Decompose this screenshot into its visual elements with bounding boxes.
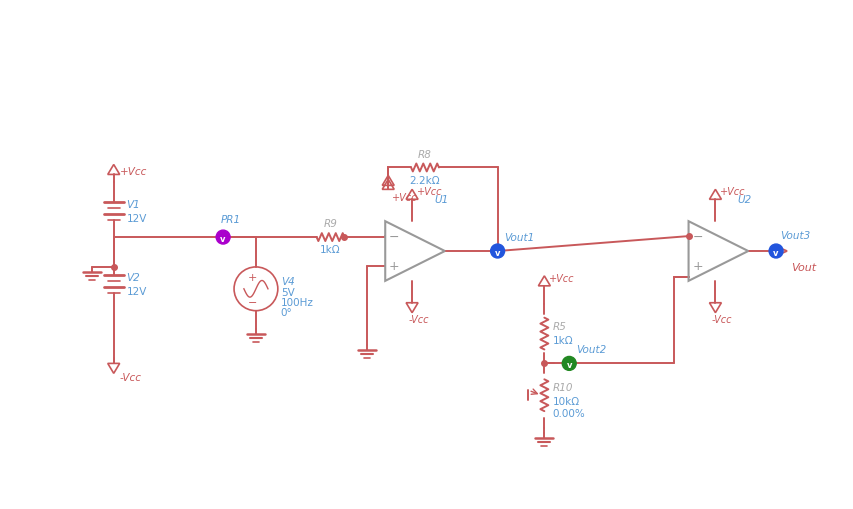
- Text: -Vcc: -Vcc: [711, 314, 731, 324]
- Text: v: v: [220, 234, 225, 243]
- Text: v: v: [494, 248, 500, 257]
- Text: +: +: [388, 260, 399, 273]
- Text: +Vcc: +Vcc: [720, 187, 745, 197]
- Text: 10kΩ: 10kΩ: [552, 397, 578, 406]
- Text: −: −: [248, 297, 258, 307]
- Text: 1kΩ: 1kΩ: [552, 335, 572, 345]
- Text: R10: R10: [552, 383, 572, 392]
- Text: 5V: 5V: [281, 287, 294, 297]
- Circle shape: [490, 244, 504, 259]
- Text: v: v: [773, 248, 778, 257]
- Text: -Vcc: -Vcc: [408, 314, 428, 324]
- Text: 12V: 12V: [126, 214, 147, 224]
- Text: R9: R9: [323, 219, 337, 229]
- Text: 1kΩ: 1kΩ: [320, 244, 340, 254]
- Text: R8: R8: [418, 149, 432, 159]
- Text: R5: R5: [552, 321, 566, 331]
- Text: Vout: Vout: [790, 263, 815, 272]
- Text: 2.2kΩ: 2.2kΩ: [409, 176, 440, 186]
- Text: 0.00%: 0.00%: [552, 408, 584, 418]
- Circle shape: [769, 244, 782, 259]
- Text: Vout2: Vout2: [576, 345, 606, 355]
- Text: −: −: [692, 230, 702, 243]
- Text: +: +: [248, 272, 258, 282]
- Text: U2: U2: [736, 195, 751, 205]
- Text: 0°: 0°: [281, 307, 293, 317]
- Text: +: +: [692, 260, 702, 273]
- Text: +Vcc: +Vcc: [119, 167, 147, 177]
- Text: V2: V2: [126, 272, 140, 282]
- Text: Vout1: Vout1: [504, 233, 534, 243]
- Text: 100Hz: 100Hz: [281, 297, 313, 307]
- Text: +Vcc: +Vcc: [392, 193, 417, 203]
- Text: V1: V1: [126, 200, 140, 210]
- Circle shape: [561, 357, 576, 371]
- Text: V4: V4: [281, 276, 294, 286]
- Text: PR1: PR1: [221, 215, 241, 225]
- Text: 12V: 12V: [126, 286, 147, 296]
- Text: +Vcc: +Vcc: [548, 273, 574, 284]
- Text: −: −: [388, 230, 399, 243]
- Text: +Vcc: +Vcc: [416, 187, 442, 197]
- Text: -Vcc: -Vcc: [119, 373, 142, 383]
- Circle shape: [216, 231, 229, 244]
- Text: U1: U1: [433, 195, 448, 205]
- Text: Vout3: Vout3: [779, 231, 809, 241]
- Text: v: v: [566, 360, 572, 369]
